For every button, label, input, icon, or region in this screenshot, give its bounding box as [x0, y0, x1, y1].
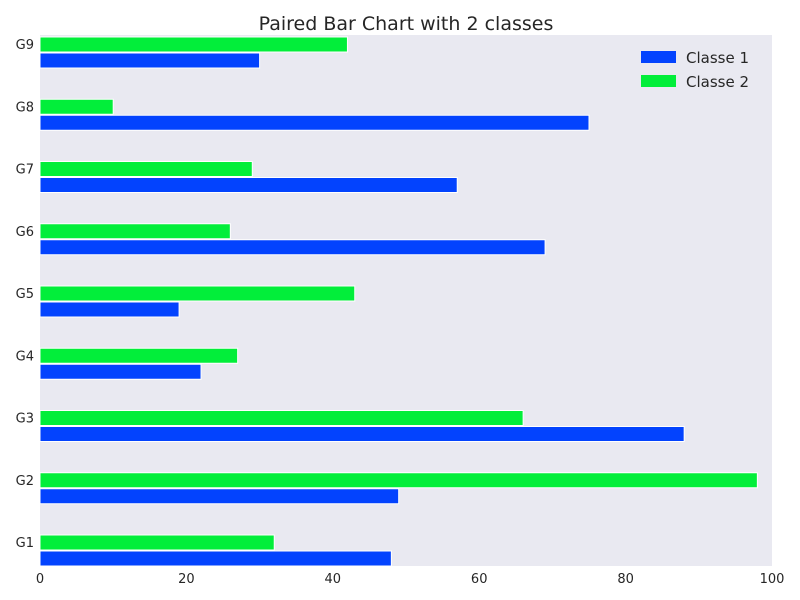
x-tick-label-20: 20: [178, 572, 195, 587]
bar-g4-classe-2: [39, 347, 239, 364]
bar-g3-classe-1: [39, 426, 685, 442]
bar-g6-classe-2: [39, 223, 231, 240]
y-tick-label-g9: G9: [16, 38, 34, 53]
legend-swatch-classe-1: [641, 51, 676, 63]
legend-label-classe-1: Classe 1: [686, 49, 749, 67]
x-tick-labels: 0 20 40 60 80 100: [36, 572, 785, 587]
bar-g2-classe-2: [39, 472, 758, 489]
chart-title: Paired Bar Chart with 2 classes: [259, 13, 554, 35]
legend: Classe 1 Classe 2: [641, 49, 749, 91]
y-tick-label-g1: G1: [16, 536, 34, 551]
y-tick-label-g6: G6: [16, 225, 34, 240]
y-tick-label-g8: G8: [16, 100, 34, 115]
x-tick-label-60: 60: [471, 572, 488, 587]
bar-g8-classe-2: [39, 98, 114, 115]
y-tick-label-g7: G7: [16, 163, 34, 178]
bar-g9-classe-1: [39, 52, 261, 69]
bar-g8-classe-1: [39, 114, 590, 131]
y-tick-labels: G1 G2 G3 G4 G5 G6 G7 G8 G9: [16, 38, 34, 551]
bars-group: [39, 36, 758, 567]
y-tick-label-g3: G3: [16, 412, 34, 427]
y-tick-label-g4: G4: [16, 349, 34, 364]
bar-g7-classe-2: [39, 161, 253, 177]
legend-label-classe-2: Classe 2: [686, 73, 749, 91]
x-tick-label-80: 80: [617, 572, 634, 587]
bar-g7-classe-1: [39, 177, 458, 193]
bar-g4-classe-1: [39, 363, 202, 380]
bar-g6-classe-1: [39, 239, 546, 256]
bar-g1-classe-1: [39, 550, 392, 567]
bar-g2-classe-1: [39, 488, 400, 505]
x-tick-label-0: 0: [36, 572, 44, 587]
x-tick-label-100: 100: [760, 572, 785, 587]
bar-g9-classe-2: [39, 36, 348, 53]
y-tick-label-g2: G2: [16, 474, 34, 489]
bar-g5-classe-1: [39, 301, 180, 318]
bar-g3-classe-2: [39, 410, 524, 426]
legend-swatch-classe-2: [641, 75, 676, 87]
y-tick-label-g5: G5: [16, 287, 34, 302]
x-tick-label-40: 40: [325, 572, 342, 587]
bar-g5-classe-2: [39, 285, 356, 302]
bar-g1-classe-2: [39, 534, 275, 551]
